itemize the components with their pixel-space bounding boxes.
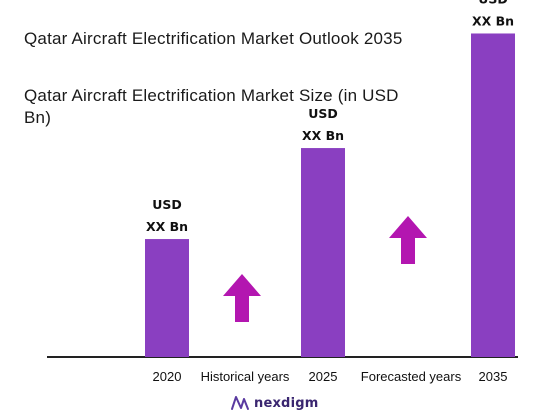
growth-arrow-icon-1 bbox=[223, 274, 261, 322]
tick-labels-group: 2020 2025 2035 Historical years Forecasted y… bbox=[153, 369, 508, 384]
brand-logo: nexdigm bbox=[230, 393, 318, 413]
bar-2025 bbox=[301, 148, 345, 357]
value-labels-group: USD XX Bn USD XX Bn USD XX Bn bbox=[146, 0, 514, 234]
bar-2035 bbox=[471, 33, 515, 357]
x-tick-2035: 2035 bbox=[479, 369, 508, 384]
period-label-1: Historical years bbox=[201, 369, 290, 384]
x-tick-2020: 2020 bbox=[153, 369, 182, 384]
brand-logo-text: nexdigm bbox=[254, 395, 319, 411]
chart-subtitle: Qatar Aircraft Electrification Market Si… bbox=[24, 86, 399, 127]
bar-value-label-2025-1: USD bbox=[308, 106, 338, 121]
chart-title: Qatar Aircraft Electrification Market Ou… bbox=[24, 29, 403, 48]
bar-value-label-2020-2: XX Bn bbox=[146, 219, 188, 234]
nexdigm-logo-icon bbox=[231, 396, 249, 410]
bar-2020 bbox=[145, 239, 189, 357]
bars-group bbox=[145, 33, 515, 357]
period-label-2: Forecasted years bbox=[361, 369, 462, 384]
growth-arrows-group bbox=[223, 216, 427, 322]
bar-value-label-2035-2: XX Bn bbox=[472, 13, 514, 28]
bar-value-label-2020-1: USD bbox=[152, 197, 182, 212]
bar-value-label-2035-1: USD bbox=[478, 0, 508, 6]
bar-value-label-2025-2: XX Bn bbox=[302, 128, 344, 143]
x-tick-2025: 2025 bbox=[309, 369, 338, 384]
growth-arrow-icon-2 bbox=[389, 216, 427, 264]
